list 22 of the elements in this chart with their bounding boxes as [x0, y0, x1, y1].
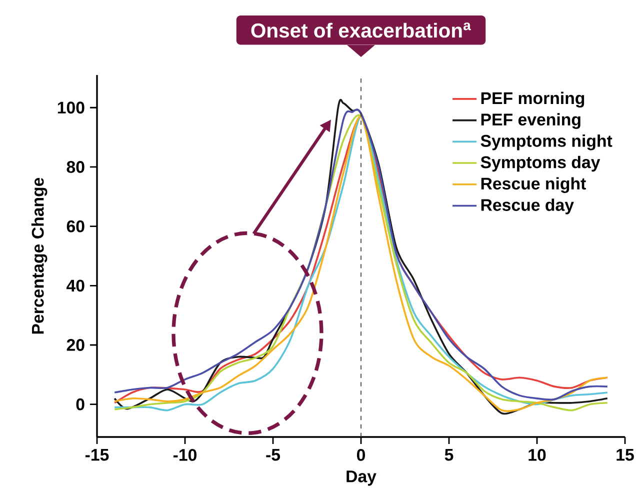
- x-tick-label: 15: [616, 448, 634, 461]
- y-tick-label: 40: [66, 280, 84, 292]
- x-tick-label: 5: [444, 448, 454, 461]
- legend-label: Symptoms night: [480, 134, 612, 150]
- y-tick-label: 0: [76, 398, 84, 410]
- x-tick-label: -5: [266, 448, 280, 461]
- ref-line-label: Onset of exacerbation$^{a}$: [251, 22, 471, 38]
- legend-label: Rescue day: [481, 198, 574, 214]
- legend-label: Symptoms day: [480, 156, 600, 172]
- y-axis-title: Percentage Change: [31, 178, 48, 334]
- y-tick-label: 100: [58, 102, 84, 114]
- legend-label: Rescue night: [481, 177, 586, 193]
- y-tick-label: 60: [66, 220, 84, 232]
- y-tick-label: 80: [66, 161, 84, 173]
- legend-label: PEF evening: [481, 113, 580, 129]
- x-axis-title: Day: [346, 470, 376, 486]
- x-tick-label: -10: [173, 448, 196, 461]
- x-tick-label: 0: [356, 448, 365, 461]
- y-tick-label: 20: [66, 339, 84, 351]
- x-tick-label: 10: [528, 448, 546, 461]
- legend-label: PEF morning: [481, 92, 584, 108]
- x-tick-label: -15: [85, 448, 109, 461]
